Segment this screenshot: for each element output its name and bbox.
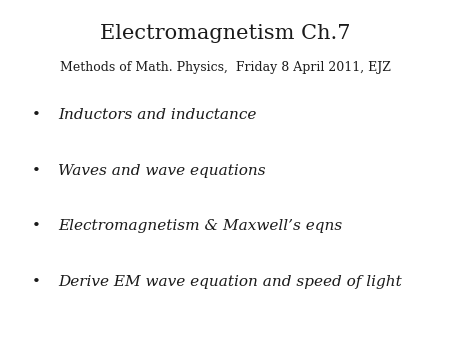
Text: •: • bbox=[32, 275, 40, 289]
Text: Derive EM wave equation and speed of light: Derive EM wave equation and speed of lig… bbox=[58, 275, 402, 289]
Text: •: • bbox=[32, 164, 40, 178]
Text: •: • bbox=[32, 219, 40, 234]
Text: Inductors and inductance: Inductors and inductance bbox=[58, 108, 257, 122]
Text: Waves and wave equations: Waves and wave equations bbox=[58, 164, 266, 178]
Text: Electromagnetism Ch.7: Electromagnetism Ch.7 bbox=[100, 24, 350, 43]
Text: Methods of Math. Physics,  Friday 8 April 2011, EJZ: Methods of Math. Physics, Friday 8 April… bbox=[59, 61, 391, 74]
Text: Electromagnetism & Maxwell’s eqns: Electromagnetism & Maxwell’s eqns bbox=[58, 219, 343, 234]
Text: •: • bbox=[32, 108, 40, 122]
